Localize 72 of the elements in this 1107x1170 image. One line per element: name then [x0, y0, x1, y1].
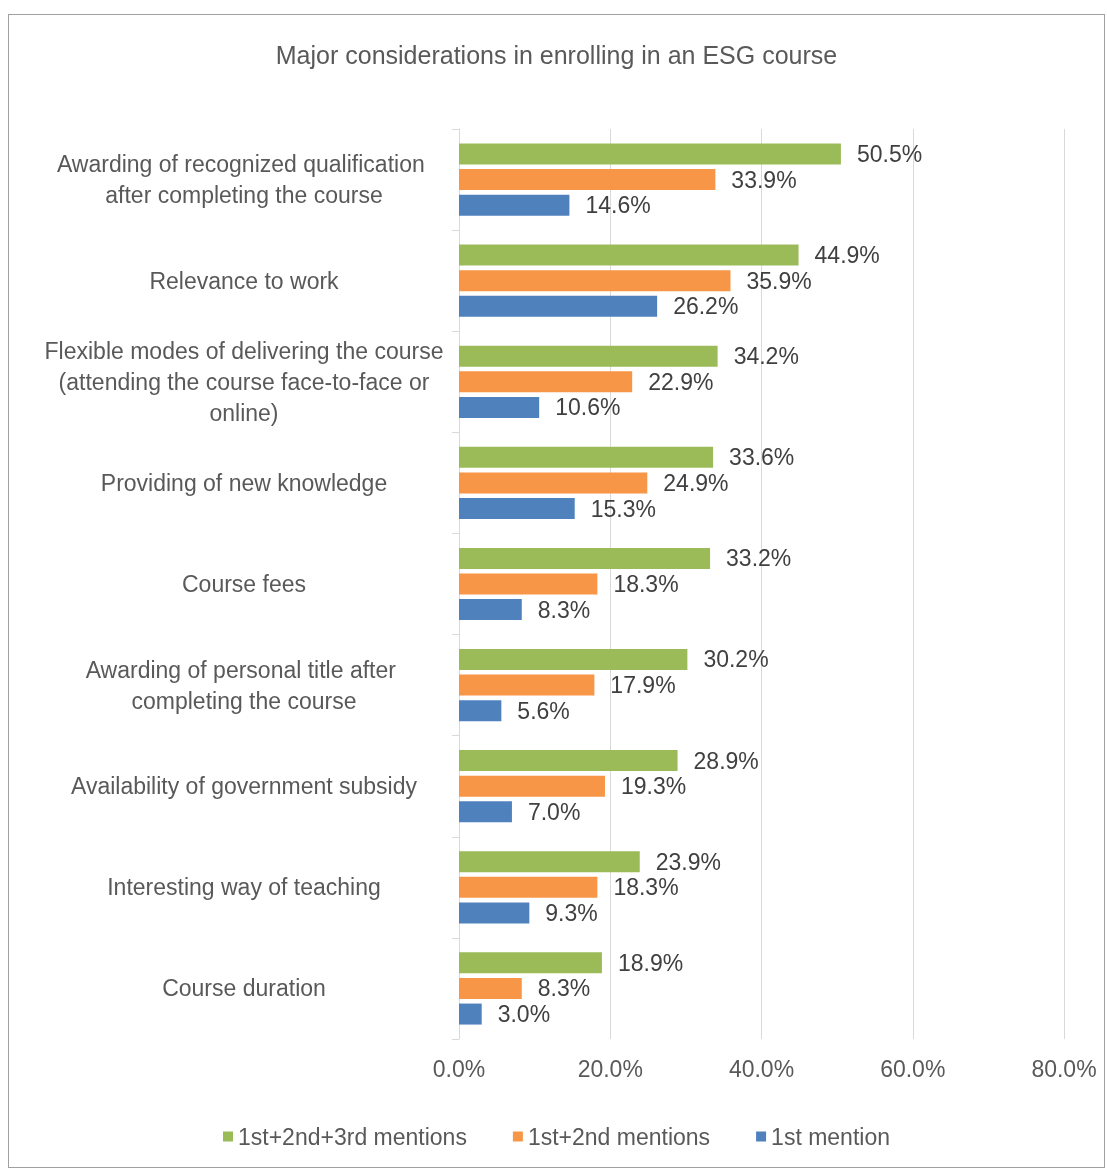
bar: [459, 599, 522, 621]
data-label: 23.9%: [655, 848, 721, 875]
data-label: 8.3%: [537, 975, 591, 1002]
data-label: 28.9%: [693, 747, 759, 774]
data-label: 44.9%: [814, 242, 880, 269]
data-label: 14.6%: [585, 192, 651, 219]
y-tick-label: Awarding of personal title after completing the course: [85, 656, 403, 714]
bar: [459, 977, 522, 999]
bar: [459, 446, 714, 468]
y-tick-label: Course duration: [162, 975, 326, 1002]
bar: [459, 648, 688, 670]
data-label: 35.9%: [746, 267, 812, 294]
bar: [459, 498, 575, 520]
bar: [459, 573, 598, 595]
data-label: 18.3%: [613, 874, 679, 901]
bar: [459, 547, 711, 569]
bar: [459, 472, 648, 494]
data-label: 34.2%: [733, 343, 799, 370]
data-label: 22.9%: [648, 368, 714, 395]
bar: [459, 1003, 482, 1025]
bar: [459, 295, 658, 317]
data-label: 18.3%: [613, 571, 679, 597]
data-label: 24.9%: [663, 469, 729, 496]
data-label: 30.2%: [703, 646, 769, 673]
data-label: 19.3%: [620, 773, 687, 800]
bar: [459, 270, 731, 292]
bar: [459, 952, 602, 974]
y-tick-label: Interesting way of teaching: [107, 874, 381, 901]
bar: [459, 750, 678, 772]
bar: [459, 143, 841, 165]
x-tick-label: 60.0%: [880, 1055, 946, 1082]
y-tick-label: Providing of new knowledge: [100, 469, 388, 496]
data-label: 33.9%: [731, 166, 797, 193]
data-label: 9.3%: [545, 899, 598, 926]
bar: [459, 244, 799, 266]
y-tick-label: Availability of government subsidy: [70, 773, 418, 800]
data-label: 18.9%: [617, 949, 684, 976]
y-tick-label: Flexible modes of delivering the course (attending the course face-to-face or online): [44, 337, 444, 426]
data-label: 15.3%: [590, 495, 656, 522]
chart-title: Major considerations in enrolling in an ESG course: [275, 40, 838, 69]
data-label: 26.2%: [673, 293, 739, 320]
legend-label: 1st mention: [771, 1123, 890, 1150]
bar: [459, 876, 598, 898]
data-label: 8.3%: [537, 596, 591, 623]
data-label: 33.6%: [729, 444, 795, 471]
bar: [459, 700, 502, 722]
x-tick-label: 0.0%: [432, 1055, 486, 1082]
y-tick-label: Awarding of recognized qualification after completing the course: [56, 151, 432, 209]
data-label: 7.0%: [527, 798, 581, 825]
x-tick-label: 80.0%: [1031, 1055, 1097, 1082]
y-tick-label: Relevance to work: [149, 267, 340, 294]
x-tick-label: 20.0%: [577, 1055, 643, 1082]
bar: [459, 674, 595, 696]
bar: [459, 194, 570, 216]
data-label: 5.6%: [517, 697, 570, 724]
bar: [459, 371, 633, 393]
data-label: 10.6%: [555, 394, 621, 421]
bar: [459, 169, 716, 191]
bar: [459, 775, 605, 797]
bar: [459, 851, 640, 873]
bar: [459, 396, 540, 418]
bar: [459, 345, 718, 367]
data-label: 17.9%: [610, 672, 676, 699]
data-label: 50.5%: [856, 140, 923, 167]
legend-label: 1st+2nd+3rd mentions: [238, 1123, 467, 1150]
y-tick-label: Course fees: [181, 571, 307, 597]
legend-label: 1st+2nd mentions: [527, 1123, 711, 1150]
data-label: 33.2%: [726, 545, 792, 572]
x-tick-label: 40.0%: [728, 1055, 795, 1082]
bar: [459, 902, 530, 924]
data-label: 3.0%: [497, 1001, 551, 1028]
bar: [459, 801, 512, 823]
